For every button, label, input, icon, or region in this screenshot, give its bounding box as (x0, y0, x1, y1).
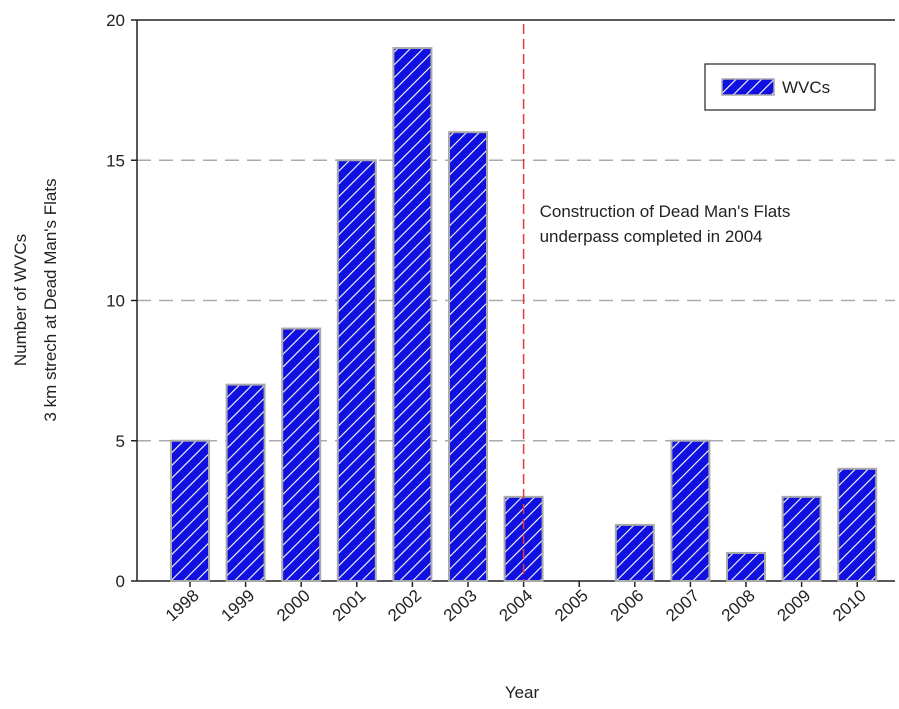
x-tick-label: 2008 (718, 586, 759, 625)
x-tick-label: 2006 (607, 586, 648, 625)
x-axis-label: Year (505, 683, 540, 702)
y-tick-label: 5 (116, 432, 125, 451)
annotation: underpass completed in 2004 (540, 227, 763, 246)
y-axis-label: 3 km strech at Dead Man's Flats (41, 178, 60, 421)
x-tick-label: 2010 (829, 586, 870, 625)
annotation: Construction of Dead Man's Flats (540, 202, 791, 221)
bar (837, 467, 878, 582)
bar (726, 551, 766, 583)
x-tick-label: 2003 (440, 586, 481, 625)
x-tick-label: 2001 (329, 586, 370, 625)
bar (336, 159, 377, 582)
y-tick-label: 15 (106, 151, 125, 170)
y-tick-label: 0 (116, 572, 125, 591)
bar (170, 439, 210, 582)
x-tick-label: 2009 (773, 586, 814, 625)
x-tick-label: 2002 (384, 586, 425, 625)
x-tick-label: 2005 (551, 586, 592, 625)
y-tick-label: 20 (106, 11, 125, 30)
bar (448, 131, 488, 582)
x-tick-label: 2004 (495, 586, 536, 625)
x-tick-label: 1999 (217, 586, 258, 625)
x-tick-label: 2007 (662, 586, 703, 625)
x-tick-label: 1998 (162, 586, 203, 625)
bar (614, 523, 655, 583)
legend-swatch (721, 78, 775, 96)
bar (781, 495, 822, 583)
y-tick-label: 10 (106, 292, 125, 311)
x-tick-label: 2000 (273, 586, 314, 625)
bar (670, 439, 711, 582)
bar (392, 47, 433, 583)
bar (281, 327, 322, 582)
legend-label: WVCs (782, 78, 830, 97)
y-axis-label: Number of WVCs (11, 234, 30, 366)
bar (225, 383, 266, 582)
